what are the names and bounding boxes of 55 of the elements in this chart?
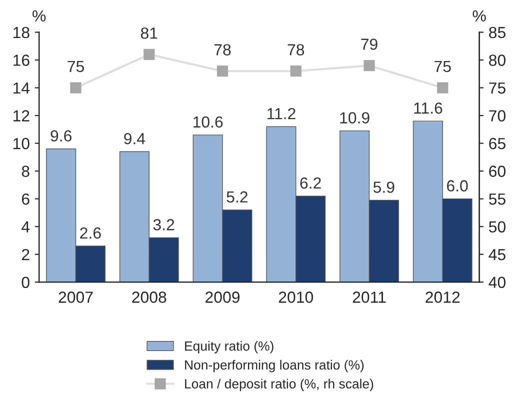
data-label: 10.9 [340, 112, 370, 124]
legend-label: Equity ratio (%) [185, 341, 274, 354]
x-tick-label: 2011 [352, 292, 386, 303]
data-label: 11.2 [267, 108, 296, 120]
data-label: 6.2 [300, 177, 321, 189]
y2-tick-label: 80 [489, 54, 506, 66]
x-tick-label: 2010 [278, 292, 314, 303]
legend-label: Non-performing loans ratio (%) [185, 360, 364, 372]
y-tick-label: 2 [22, 248, 30, 260]
y-tick-label: 0 [22, 276, 30, 288]
data-label: 79 [361, 38, 378, 50]
y2-tick-label: 60 [489, 166, 506, 177]
point [290, 66, 302, 77]
point [216, 66, 228, 77]
y2-tick-label: 75 [489, 82, 506, 94]
x-tick-label: 2008 [132, 292, 166, 303]
y2-tick-label: 55 [488, 194, 506, 205]
data-label: 5.9 [373, 182, 394, 193]
y2-tick-label: 85 [489, 26, 506, 38]
point [144, 48, 155, 60]
data-label: 81 [140, 27, 158, 39]
y2-tick-label: 50 [488, 221, 506, 233]
data-label: 78 [214, 44, 231, 56]
point [437, 82, 448, 94]
point [70, 82, 82, 94]
legend-label: Loan / deposit ratio (%, rh scale) [185, 378, 374, 392]
x-tick-label: 2012 [426, 292, 460, 303]
data-label: 5.2 [226, 191, 248, 203]
y-tick-label: 8 [22, 166, 30, 177]
data-label: 75 [68, 60, 84, 72]
data-label: 75 [434, 60, 451, 72]
y-tick-label: 12 [14, 110, 30, 122]
data-label: 6.0 [447, 180, 468, 192]
y2-axis-title: % [472, 10, 486, 22]
data-label: 78 [288, 44, 304, 56]
y-axis-title: % [32, 10, 46, 22]
y-tick-label: 10 [14, 138, 30, 150]
data-label: 2.6 [80, 227, 101, 239]
y2-tick-label: 65 [489, 138, 506, 150]
y-tick-label: 16 [14, 54, 30, 66]
data-label: 3.2 [153, 219, 174, 230]
x-tick-label: 2009 [206, 292, 240, 303]
y-tick-label: 18 [14, 26, 30, 38]
data-label: 9.4 [124, 132, 146, 144]
y2-tick-label: 40 [488, 276, 506, 288]
y2-tick-label: 70 [489, 110, 506, 122]
y-tick-label: 14 [14, 82, 30, 94]
y-tick-label: 6 [22, 193, 30, 205]
data-label: 11.6 [414, 102, 442, 114]
point [364, 60, 375, 72]
data-label: 9.6 [50, 130, 72, 142]
y2-tick-label: 45 [488, 249, 506, 260]
data-label: 10.6 [194, 116, 223, 128]
x-tick-label: 2007 [58, 292, 93, 303]
y-tick-label: 4 [22, 221, 30, 232]
